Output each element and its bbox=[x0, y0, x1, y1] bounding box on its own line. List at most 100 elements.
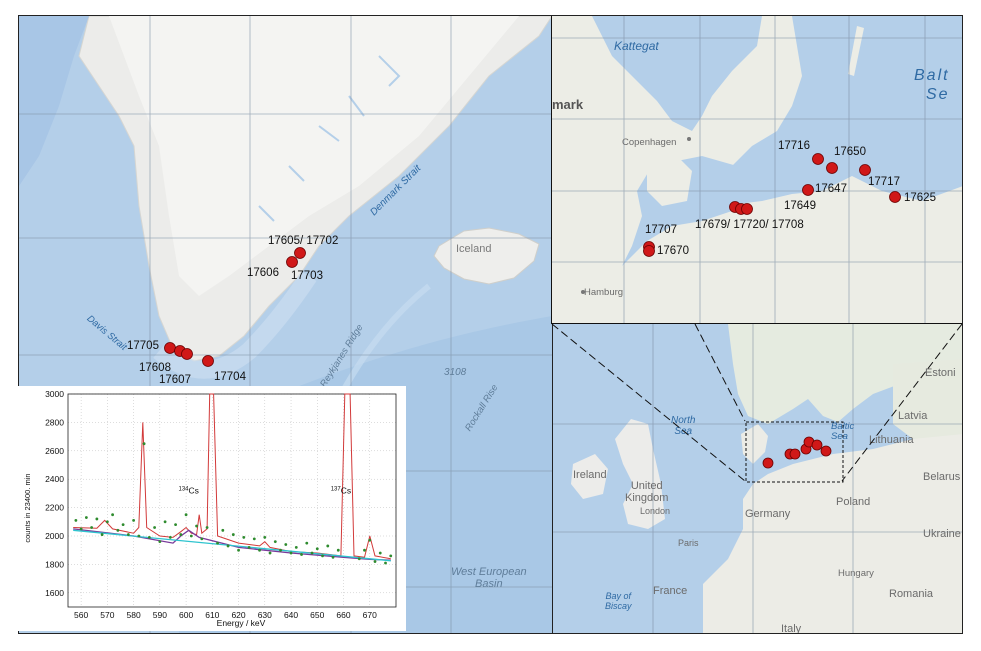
label-baltic-sea-europe: Baltic Sea bbox=[831, 421, 855, 443]
measured-data-point bbox=[378, 551, 382, 555]
station-marker-17708[interactable] bbox=[741, 203, 753, 215]
label-belarus: Belarus bbox=[923, 471, 961, 483]
measured-data-point bbox=[237, 548, 240, 552]
label-france: France bbox=[653, 585, 688, 597]
measured-data-point bbox=[153, 526, 156, 529]
station-label-17650: 17650 bbox=[834, 146, 866, 158]
measured-data-point bbox=[216, 541, 219, 545]
chart-y-axis-label: counts in 23400. min bbox=[23, 473, 32, 542]
measured-data-point bbox=[90, 526, 94, 529]
chart-series bbox=[73, 393, 391, 562]
measured-data-point bbox=[268, 551, 272, 555]
measured-data-point bbox=[184, 513, 188, 517]
europe-station-1[interactable] bbox=[762, 457, 774, 469]
europe-station-3[interactable] bbox=[789, 448, 801, 460]
label-hamburg: Hamburg bbox=[584, 287, 624, 298]
x-tick-label: 630 bbox=[258, 610, 272, 620]
y-tick-label: 1600 bbox=[45, 588, 64, 598]
y-tick-label: 2200 bbox=[45, 503, 64, 513]
measured-data-point bbox=[174, 523, 177, 527]
y-tick-label: 2800 bbox=[45, 417, 64, 427]
measured-data-point bbox=[137, 534, 141, 538]
chart-annotations: 134Cs 137Cs bbox=[179, 485, 352, 495]
gamma-spectrum-plot: 560 570 580 590 600 610 620 630 640 650 660 670 1600… bbox=[23, 389, 397, 628]
measured-data-point bbox=[158, 540, 162, 544]
x-tick-label: 580 bbox=[127, 610, 141, 620]
y-tick-label: 1800 bbox=[45, 559, 64, 569]
label-estonia: Estoni bbox=[925, 367, 956, 379]
label-london: London bbox=[640, 506, 671, 516]
label-denmark-partial: mark bbox=[552, 97, 584, 112]
station-marker-17650[interactable] bbox=[826, 162, 838, 174]
measured-data-point bbox=[373, 560, 377, 563]
station-marker-17704[interactable] bbox=[202, 355, 214, 367]
label-poland: Poland bbox=[836, 496, 871, 508]
measured-data-point bbox=[226, 544, 230, 548]
measured-data-point bbox=[100, 533, 104, 536]
measured-data-point bbox=[179, 533, 183, 536]
x-tick-label: 670 bbox=[363, 610, 377, 620]
series-line-fitted-spectrum bbox=[73, 393, 391, 560]
station-marker-17647[interactable] bbox=[802, 184, 814, 196]
label-latvia: Latvia bbox=[898, 410, 928, 422]
x-tick-label: 570 bbox=[100, 610, 114, 620]
station-marker-17670[interactable] bbox=[643, 245, 655, 257]
measured-data-point bbox=[368, 538, 372, 542]
measured-data-point bbox=[79, 527, 83, 531]
station-label-17608: 17608 bbox=[139, 362, 171, 374]
station-marker-17716[interactable] bbox=[812, 153, 824, 165]
station-label-17717: 17717 bbox=[868, 176, 900, 188]
measured-data-point bbox=[95, 517, 99, 521]
label-italy: Italy bbox=[781, 623, 802, 634]
x-tick-label: 640 bbox=[284, 610, 298, 620]
station-marker-17606-17703[interactable] bbox=[286, 256, 298, 268]
chart-plot-frame bbox=[67, 393, 397, 608]
measured-data-point bbox=[289, 551, 293, 555]
label-united-kingdom: United Kingdom bbox=[625, 480, 669, 505]
measured-data-point bbox=[205, 526, 209, 529]
station-label-17606: 17606 bbox=[247, 267, 279, 279]
series-line-baseline bbox=[73, 529, 391, 562]
station-label-17707: 17707 bbox=[645, 224, 677, 236]
station-marker-17607[interactable] bbox=[181, 348, 193, 360]
measured-data-point bbox=[168, 536, 172, 539]
europe-station-6[interactable] bbox=[811, 439, 823, 451]
europe-station-7[interactable] bbox=[820, 445, 832, 457]
station-label-17647: 17647 bbox=[815, 183, 847, 195]
station-marker-17705[interactable] bbox=[164, 342, 176, 354]
measured-data-point bbox=[279, 548, 282, 552]
label-romania: Romania bbox=[889, 588, 934, 600]
station-marker-17625[interactable] bbox=[889, 191, 901, 203]
europe-map: Estoni Latvia Lithuania Baltic Sea North… bbox=[552, 323, 962, 634]
measured-data-point bbox=[105, 520, 109, 524]
measured-data-point bbox=[132, 518, 135, 522]
label-baltic-sea-inset: Balt Se bbox=[914, 67, 950, 104]
station-label-17704: 17704 bbox=[214, 371, 246, 383]
label-iceland: Iceland bbox=[456, 243, 492, 255]
measured-data-point bbox=[273, 540, 277, 544]
station-label-17670: 17670 bbox=[657, 245, 689, 257]
measured-data-point bbox=[300, 553, 303, 556]
measured-data-point bbox=[263, 536, 267, 539]
station-label-17605-17702: 17605/ 17702 bbox=[268, 235, 339, 247]
measured-data-point bbox=[252, 537, 256, 541]
baltic-inset-basemap bbox=[552, 16, 962, 323]
measured-data-point bbox=[74, 518, 78, 522]
station-label-17649: 17649 bbox=[784, 200, 816, 212]
copenhagen-city-dot bbox=[687, 137, 691, 141]
station-marker-17717[interactable] bbox=[859, 164, 871, 176]
hamburg-city-dot bbox=[581, 290, 585, 294]
measured-data-point bbox=[111, 513, 115, 517]
measured-data-point bbox=[331, 555, 335, 559]
station-marker-17605-17702[interactable] bbox=[294, 247, 306, 259]
label-lithuania: Lithuania bbox=[869, 434, 914, 446]
measured-data-point bbox=[284, 543, 288, 546]
label-ireland: Ireland bbox=[573, 469, 607, 481]
station-label-17679-17720-17708: 17679/ 17720/ 17708 bbox=[695, 219, 804, 231]
x-tick-label: 610 bbox=[205, 610, 219, 620]
chart-x-axis-label: Energy / keV bbox=[217, 618, 266, 628]
label-west-european-basin: West European Basin bbox=[451, 566, 527, 591]
measured-data-point bbox=[121, 523, 125, 527]
label-germany: Germany bbox=[745, 508, 791, 520]
baltic-inset-map: Kattegat Balt Se mark Copenhagen Hamburg… bbox=[551, 16, 962, 324]
